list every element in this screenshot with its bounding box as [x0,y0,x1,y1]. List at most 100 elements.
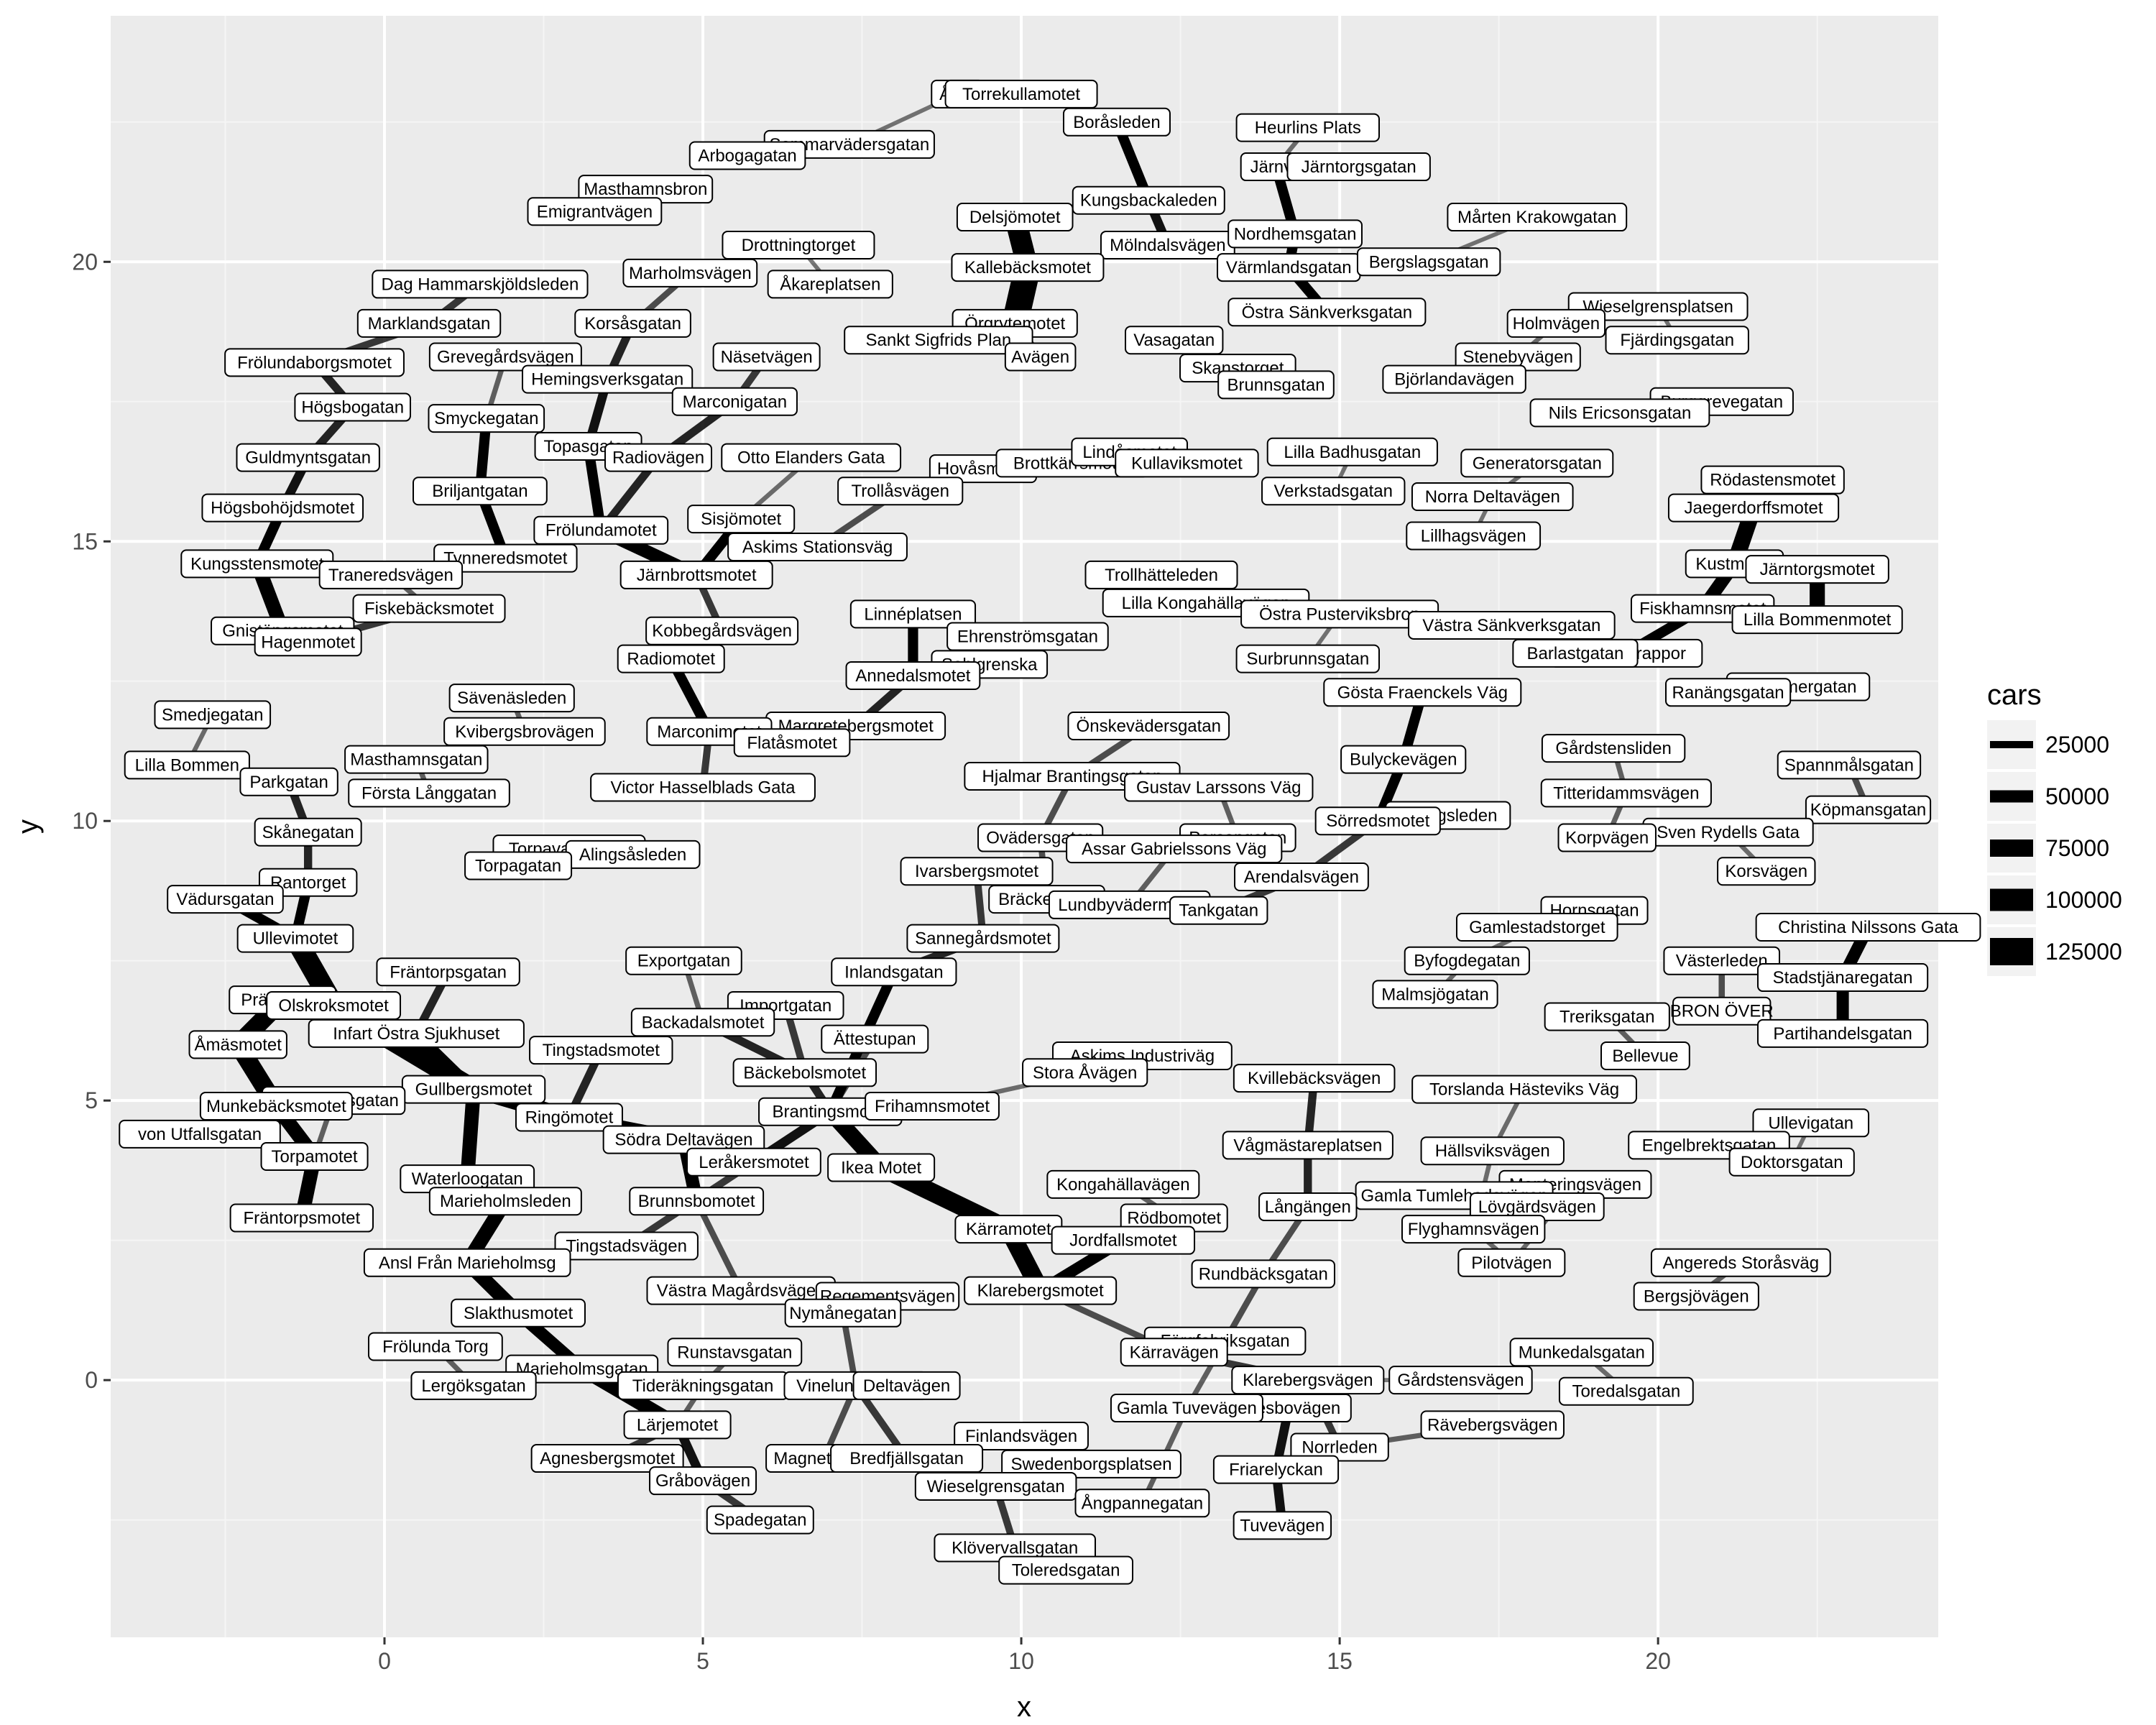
node-label: Hagenmotet [254,627,362,657]
node-label-box [1401,1215,1546,1244]
node-label-box [1286,152,1431,182]
node-label: Trollåsvägen [837,477,964,506]
node-label: Kongahällavägen [1046,1169,1200,1199]
node-label-box [1756,1018,1929,1048]
node-label-text: Torrekullamotet [962,85,1080,104]
node-label-box [1323,678,1522,707]
node-label-box [686,1147,821,1177]
node-label: Nordhemsgatan [1227,219,1363,249]
node-label: Arbogagatan [688,141,806,170]
node-label-box [590,773,816,802]
node-label-box [1752,1108,1870,1138]
node-label: Norra Deltavägen [1411,482,1574,512]
node-label-text: Fräntorpsmotet [243,1209,360,1228]
node-label-box [625,946,742,975]
node-label-box [831,957,957,987]
node-label-box [1650,1248,1831,1277]
node-label: Pilotvägen [1457,1248,1566,1277]
node-label-box [1266,437,1438,466]
node-label-text: Nymånegatan [789,1304,896,1323]
node-label-text: Grevegårdsvägen [437,348,574,367]
node-label-text: Skånegatan [262,823,354,842]
node-label: Rävebergsvägen [1420,1410,1565,1440]
node-label: Tideräkningsgatan [617,1371,789,1400]
node-label-text: Högsbohöjdsmotet [211,499,354,518]
node-label-box [236,924,354,953]
node-label: Rödbomotet [1120,1203,1228,1233]
node-label: Korsåsgatan [574,308,691,338]
node-label: Agnesbergsmotet [530,1444,684,1473]
node-label-box [428,342,582,372]
node-label-text: Åmäsmotet [195,1034,282,1054]
node-label-box [1120,1338,1228,1367]
node-label-text: Waterloogatan [412,1169,523,1189]
node-label-text: Arendalsvägen [1244,868,1359,887]
node-label-box [727,533,908,562]
node-label-text: Lilla Badhusgatan [1284,443,1421,462]
node-label: Emigrantvägen [527,197,663,226]
node-label-text: Torpagatan [475,856,561,875]
node-label-text: Marklandsgatan [368,314,491,334]
node-label: Bellevue [1600,1041,1690,1070]
node-label-box [254,817,362,847]
node-label: Trollhätteleden [1084,560,1238,589]
node-label-text: Briljantgatan [432,482,528,501]
node-label-box [721,443,902,472]
node-label: Drottningtorget [722,230,875,259]
node-label: Högsbohöjdsmotet [201,493,364,523]
node-label: Gösta Fraenckels Väg [1323,678,1522,707]
node-label-box [124,750,250,780]
node-label-box [1745,555,1889,584]
node-label-box [1217,370,1335,400]
node-label-text: Gamla Tuvevägen [1117,1399,1257,1418]
node-label: Infart Östra Sjukhuset [308,1018,525,1048]
node-label-box [630,1008,775,1037]
node-label: Jordfallsmotet [1051,1225,1196,1255]
node-label: Ättestupan [821,1024,929,1054]
node-label-text: Dag Hammarskjöldsleden [382,275,579,294]
node-label: Marconigatan [671,387,798,416]
node-label-text: Frölunda Torg [382,1337,489,1356]
node-label-box [1557,823,1657,852]
node-label-text: Sävenäsleden [457,689,566,708]
node-label-text: Stenebyvägen [1462,348,1572,367]
node-label-text: Rundbäcksgatan [1199,1264,1328,1284]
node-label: Rödastensmotet [1700,465,1845,494]
node-label: Frölunda Torg [367,1332,503,1361]
node-label: Assar Gabrielssons Väg [1066,834,1283,864]
node-label: Alingsåsleden [565,840,701,869]
node-label: Holmvägen [1506,308,1606,338]
node-label-text: Gustav Larssons Väg [1136,778,1301,798]
node-label-text: Drottningtorget [742,236,856,255]
node-label-text: Otto Elanders Gata [737,448,885,468]
node-label-text: Flatåsmotet [747,733,837,753]
node-label-text: Ringömotet [525,1108,614,1128]
node-label: Annedalsmotet [845,661,981,690]
node-label: Bäckebolsmotet [732,1058,877,1087]
node-label: Otto Elanders Gata [721,443,902,472]
node-label-text: Värmlandsgatan [1226,258,1352,277]
node-label-box [1235,113,1380,142]
node-label: Ångpannegatan [1074,1489,1210,1518]
node-label-text: Sannegårdsmotet [915,929,1051,949]
node-label: Gustav Larssons Väg [1124,773,1314,802]
node-label: Lillhagsvägen [1406,521,1542,551]
node-label-box [1227,219,1363,249]
node-label-text: Byfogdegatan [1414,952,1520,971]
node-label-text: Emigrantvägen [537,202,653,221]
node-label-text: Ullevigatan [1768,1113,1853,1133]
node-label-box [1731,605,1903,635]
node-label: Klarebergsvägen [1231,1366,1385,1395]
node-label: Frölundamotet [533,515,669,545]
node-label: Ivarsbergsmotet [900,857,1054,886]
node-label: Byfogdegatan [1404,946,1530,975]
node-label-text: Kungsbackaleden [1080,191,1217,211]
node-label: Flatåsmotet [733,728,851,758]
node-label-text: Trollåsvägen [851,482,949,501]
node-label: Rantorget [258,868,358,897]
axes: 0 5 10 15 20 0 5 10 15 20 x y [12,249,1671,1723]
node-label: Frölundaborgsmotet [224,348,405,377]
node-label: Toleredsgatan [998,1555,1133,1585]
legend-label: 125000 [2045,939,2122,965]
node-label-text: Spadegatan [714,1511,806,1530]
